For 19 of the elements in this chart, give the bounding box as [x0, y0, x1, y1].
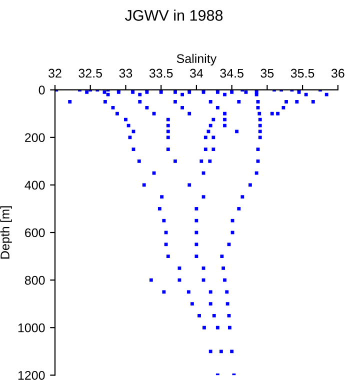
x-tick-label: 32 [48, 68, 62, 78]
y-tick-label: 400 [24, 180, 45, 190]
y-tick-label: 600 [25, 228, 45, 238]
chart-title: JGWV in 1988 [124, 10, 223, 21]
x-tick-label: 33 [119, 68, 132, 78]
x-tick-label: 34.5 [220, 68, 244, 78]
x-axis-title: Salinity [176, 54, 217, 66]
x-tick-label: 35.5 [290, 68, 314, 78]
x-tick-label: 36 [331, 68, 344, 78]
y-tick-label: 200 [25, 133, 45, 142]
y-tick-label: 1200 [18, 370, 45, 380]
x-tick-label: 33.5 [149, 68, 173, 78]
y-tick-label: 800 [24, 276, 45, 285]
x-tick-label: 34 [190, 68, 204, 78]
x-tick-label: 32.5 [78, 68, 102, 78]
y-tick-label: 1000 [18, 323, 45, 332]
y-tick-label: 0 [38, 86, 45, 95]
x-tick-label: 35 [260, 68, 274, 78]
y-axis-title: Depth [m] [0, 206, 12, 259]
